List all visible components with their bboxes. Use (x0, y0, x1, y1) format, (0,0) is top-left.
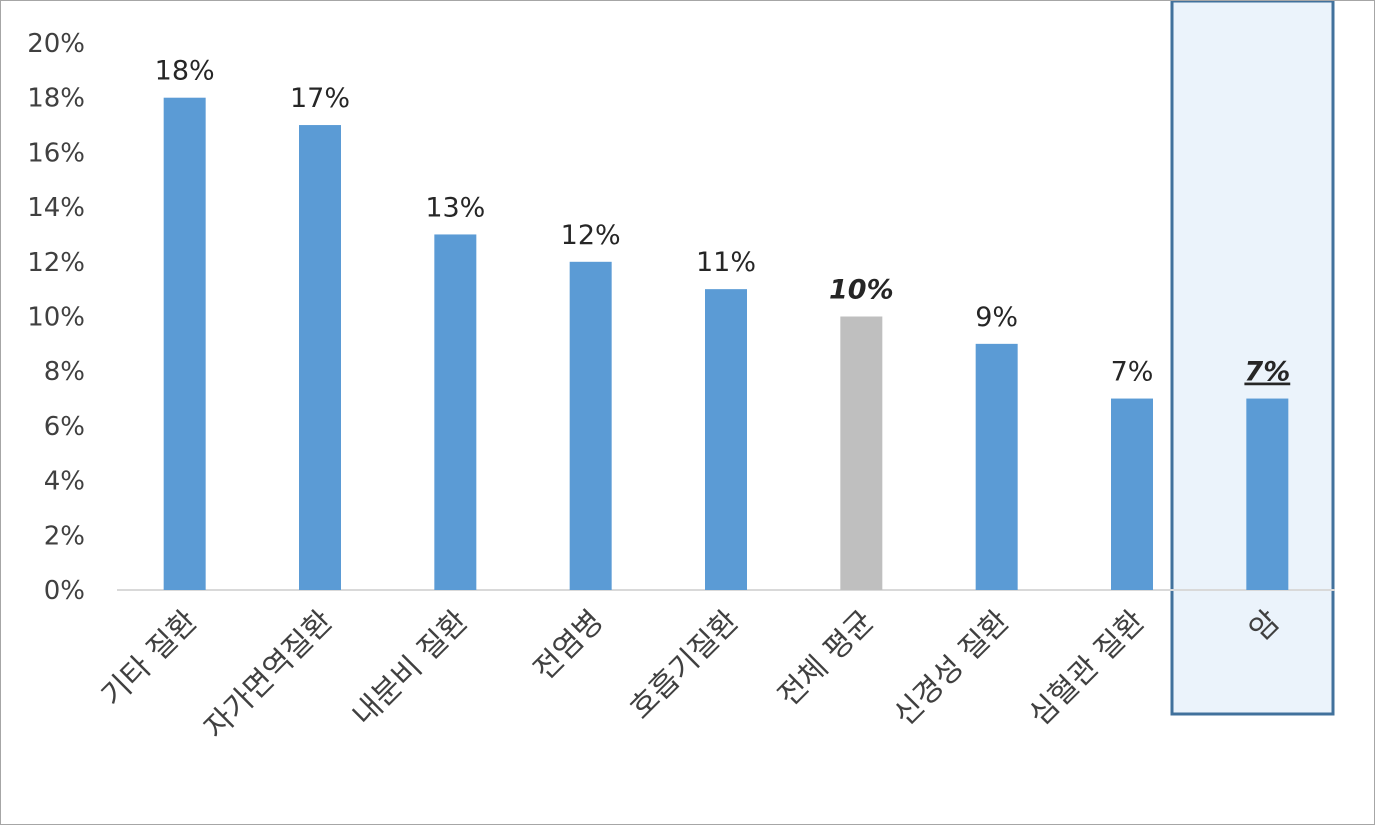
data-label: 11% (696, 247, 756, 278)
y-tick-label: 14% (27, 193, 85, 223)
y-tick-label: 0% (44, 576, 85, 606)
y-tick-label: 18% (27, 84, 85, 114)
bar (434, 234, 477, 590)
bar (569, 261, 612, 590)
bar (163, 97, 206, 590)
category-label: 심혈관 질환 (1023, 604, 1152, 733)
category-label: 전체 평균 (771, 604, 881, 714)
y-tick-label: 8% (44, 357, 85, 387)
y-tick-label: 16% (27, 138, 85, 168)
y-tick-label: 4% (44, 467, 85, 497)
y-tick-label: 10% (27, 303, 85, 333)
data-label: 9% (975, 302, 1018, 333)
data-label: 12% (561, 220, 621, 251)
bar (975, 343, 1018, 590)
y-tick-label: 20% (27, 29, 85, 59)
category-label: 신경성 질환 (887, 604, 1016, 733)
data-label: 7% (1111, 357, 1154, 388)
data-label: 10% (829, 275, 894, 306)
data-label: 17% (290, 83, 350, 114)
bar (299, 125, 341, 591)
category-label: 자가면역질환 (198, 604, 340, 746)
bar (1111, 398, 1153, 590)
data-label: 18% (155, 56, 215, 87)
y-tick-label: 2% (44, 521, 85, 551)
highlight-box (1170, 1, 1335, 716)
category-label: 내분비 질환 (346, 604, 475, 733)
category-label: 호흡기질환 (623, 604, 745, 726)
data-label: 7% (1244, 357, 1290, 388)
data-label: 13% (425, 192, 485, 223)
bar (1246, 398, 1289, 590)
category-label: 전염병 (527, 604, 610, 687)
bar (705, 289, 747, 590)
y-tick-label: 6% (44, 412, 85, 442)
category-label: 기타 질환 (95, 604, 205, 714)
bar (840, 316, 883, 590)
y-tick-label: 12% (27, 248, 85, 278)
